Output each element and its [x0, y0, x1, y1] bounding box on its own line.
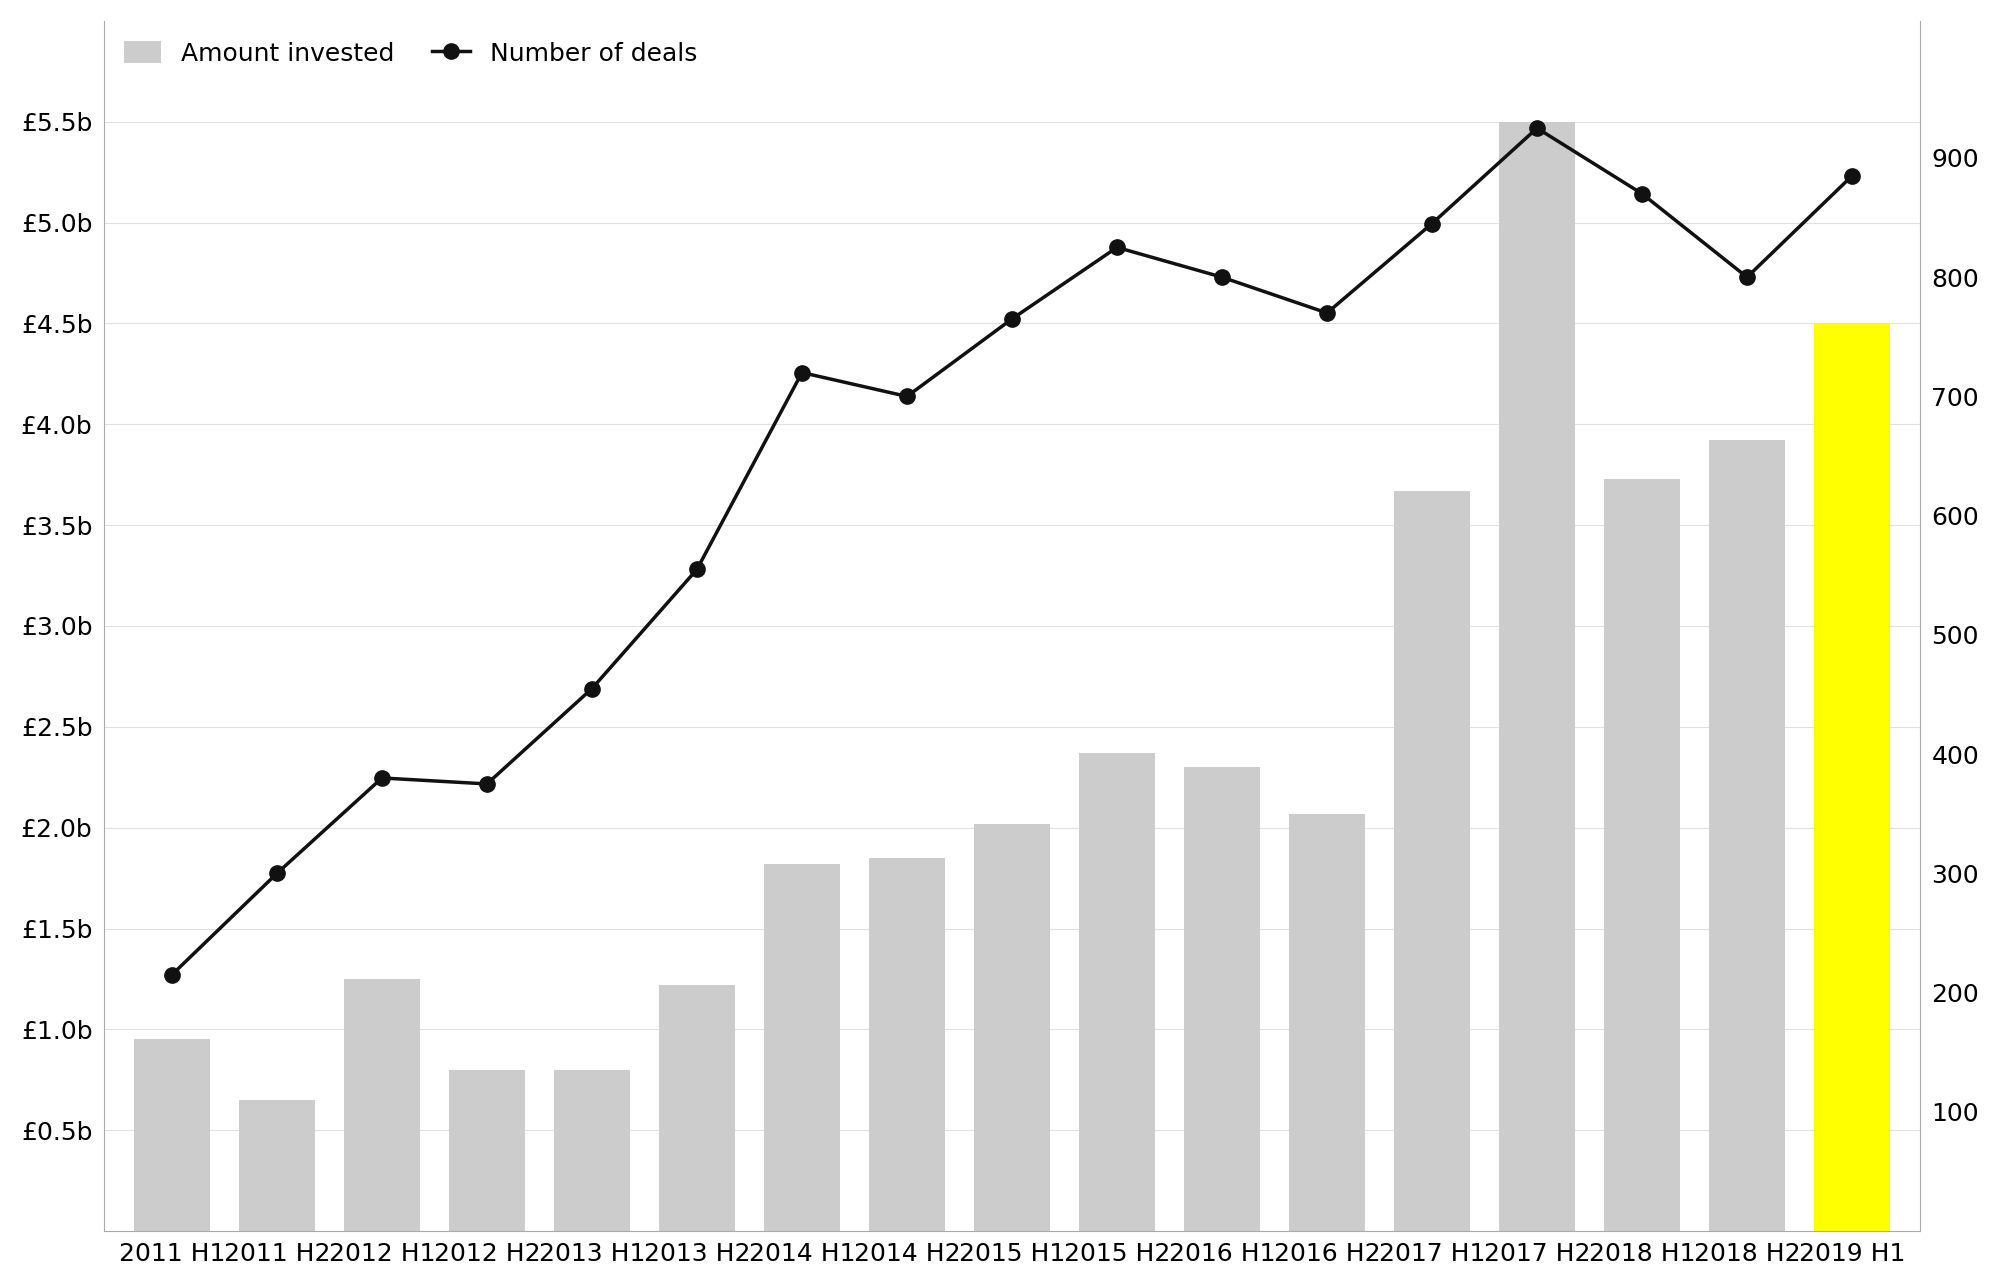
Bar [450, 1069, 524, 1232]
Bar [1184, 767, 1260, 1232]
Bar [344, 979, 420, 1232]
Bar [134, 1040, 210, 1232]
Bar [1080, 753, 1154, 1232]
Bar [1290, 813, 1364, 1232]
Bar [1394, 490, 1470, 1232]
Bar [660, 985, 734, 1232]
Bar [1604, 479, 1680, 1232]
Bar [554, 1069, 630, 1232]
Bar [1814, 323, 1890, 1232]
Bar [974, 824, 1050, 1232]
Legend: Amount invested, Number of deals: Amount invested, Number of deals [116, 33, 704, 73]
Bar [764, 864, 840, 1232]
Bar [1710, 440, 1784, 1232]
Bar [1500, 122, 1574, 1232]
Bar [870, 858, 944, 1232]
Bar [240, 1100, 314, 1232]
